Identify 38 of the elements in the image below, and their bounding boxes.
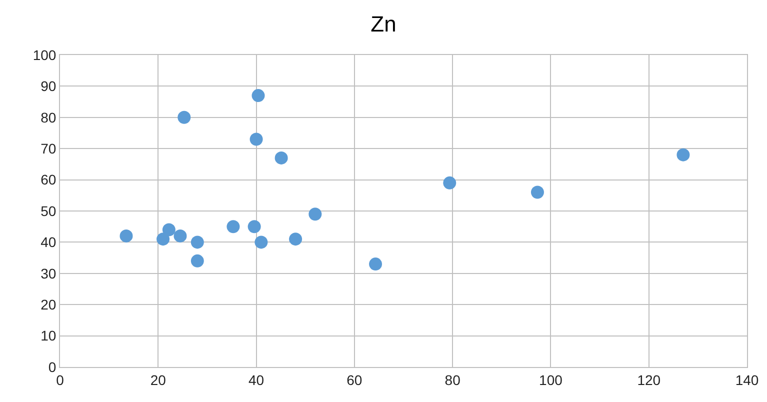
y-tick-label: 90 [40,78,56,94]
x-tick-label: 20 [150,372,166,388]
x-tick-label: 60 [346,372,362,388]
y-tick-label: 70 [40,140,56,156]
point [162,223,176,236]
x-tick-label: 100 [539,372,563,388]
point [530,186,544,199]
point [443,176,456,190]
x-tick-label: 40 [248,372,264,388]
x-tick-label: 120 [637,372,661,388]
y-tick-label: 80 [40,109,56,126]
y-tick-label: 0 [48,358,56,375]
point [174,229,187,242]
y-tick-label: 20 [40,296,56,312]
point [178,110,191,124]
point [226,220,240,234]
point [190,254,204,268]
point [190,236,204,249]
point [250,132,263,146]
point [254,236,268,249]
point [676,148,690,162]
y-tick-label: 60 [40,172,56,188]
y-tick-label: 30 [40,265,56,282]
x-tick-label: 140 [735,372,759,388]
chart-title: Zn [370,11,396,36]
point [369,258,382,271]
point [156,232,170,246]
point [248,220,261,234]
y-tick-label: 100 [32,46,56,63]
point [252,89,265,102]
point [274,151,288,164]
point [289,232,302,246]
y-tick-label: 40 [40,234,56,250]
y-tick-label: 50 [40,202,56,219]
point [120,229,133,242]
y-tick-label: 10 [40,328,56,344]
point [308,208,322,221]
x-tick-label: 80 [444,372,461,388]
